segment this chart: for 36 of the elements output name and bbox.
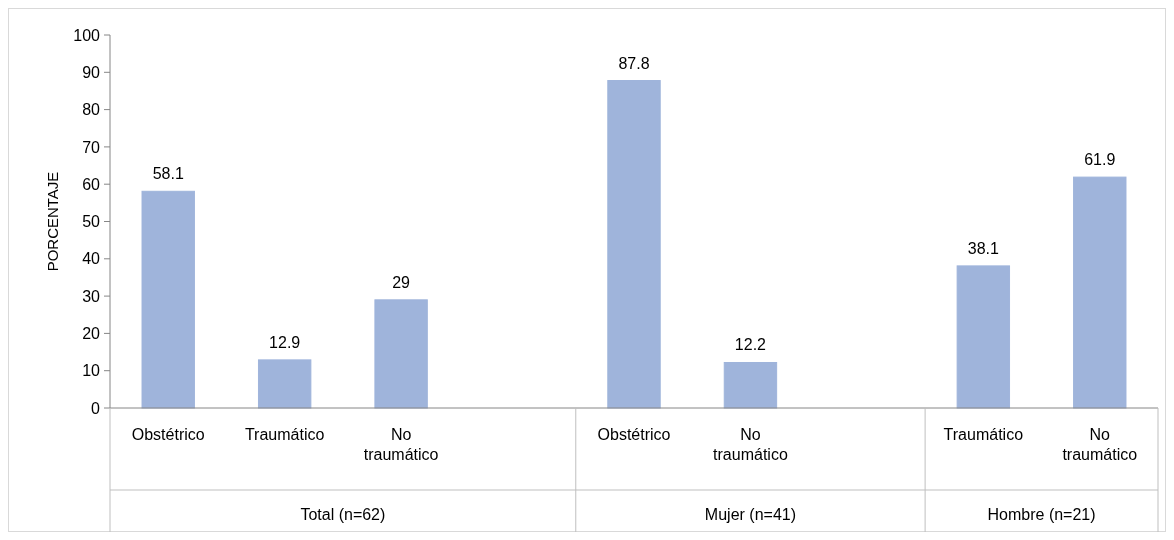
bar [956,265,1011,409]
data-label: 12.2 [734,336,767,354]
y-tick-label: 60 [82,175,101,193]
bar [1073,176,1127,409]
y-tick-label: 40 [82,250,101,268]
x-tick-label: Obstétrico [131,426,205,443]
x-tick-label: No traumático [1062,426,1138,463]
data-label: 38.1 [967,239,1000,257]
text: Total (n=62) [300,506,386,523]
y-tick-label: 20 [82,325,101,342]
bar [374,299,428,409]
x-tick-label: No traumático [363,426,439,463]
data-label: 87.8 [618,54,650,72]
x-tick-label: Traumático [244,426,325,443]
y-tick-label: 50 [82,213,101,231]
data-label: 61.9 [1084,151,1116,169]
y-axis-title: PORCENTAJE [44,171,61,272]
y-tick-label: 80 [82,101,101,119]
y-tick-label: 0 [91,399,101,417]
y-tick-label: 70 [82,138,101,156]
x-tick-label: Obstétrico [597,426,671,443]
text: Hombre (n=21) [987,506,1096,523]
y-tick-label: 30 [82,287,101,305]
y-tick-label: 90 [82,63,101,81]
bar [257,359,312,409]
data-label: 29 [392,273,411,291]
y-tick-label: 10 [82,362,101,380]
bar [141,190,195,409]
data-label: 12.9 [269,333,301,351]
x-tick-label: No traumático [713,426,788,463]
data-label: 58.1 [152,165,184,183]
x-tick-label: Traumático [943,426,1024,443]
bar [723,361,778,409]
text: Mujer (n=41) [704,506,797,523]
y-tick-label: 100 [73,26,101,44]
bar [607,80,661,409]
